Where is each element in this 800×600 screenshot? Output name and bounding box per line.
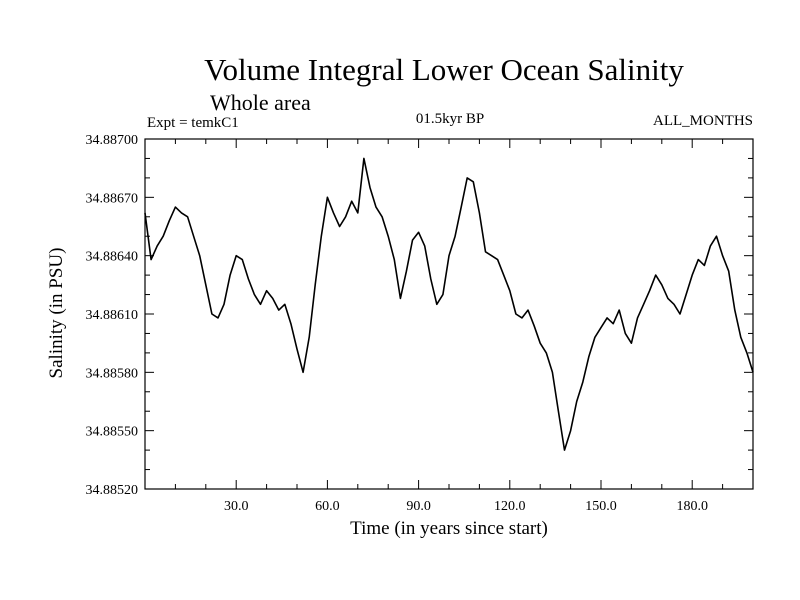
- x-tick-label: 150.0: [585, 499, 617, 514]
- x-axis-title: Time (in years since start): [350, 518, 548, 539]
- x-tick-label: 90.0: [406, 499, 431, 514]
- y-axis-title: Salinity (in PSU): [46, 248, 67, 379]
- y-tick-label: 34.88670: [86, 191, 139, 206]
- plot-area: 30.0 60.0 90.0 120.0 150.0 180.0 34.88520 34.88…: [86, 133, 754, 514]
- chart-title: Volume Integral Lower Ocean Salinity: [204, 52, 684, 87]
- chart-subtitle: Whole area: [210, 90, 311, 115]
- y-tick-label: 34.88550: [86, 425, 139, 440]
- x-tick-label: 30.0: [224, 499, 249, 514]
- y-tick-label: 34.88520: [86, 483, 139, 498]
- series-line-salinity: [144, 157, 754, 451]
- x-tick-label: 120.0: [494, 499, 526, 514]
- x-tick-label: 60.0: [315, 499, 340, 514]
- y-tick-label: 34.88640: [86, 250, 139, 265]
- y-tick-label: 34.88610: [86, 308, 139, 323]
- y-tick-label: 34.88700: [86, 133, 139, 148]
- x-tick-label: 180.0: [676, 499, 708, 514]
- period-label: 01.5kyr BP: [415, 111, 485, 127]
- plot-frame: [144, 138, 754, 490]
- experiment-label: Expt = temkC1: [147, 115, 239, 131]
- y-tick-label: 34.88580: [86, 366, 139, 381]
- months-label: ALL_MONTHS: [653, 113, 753, 129]
